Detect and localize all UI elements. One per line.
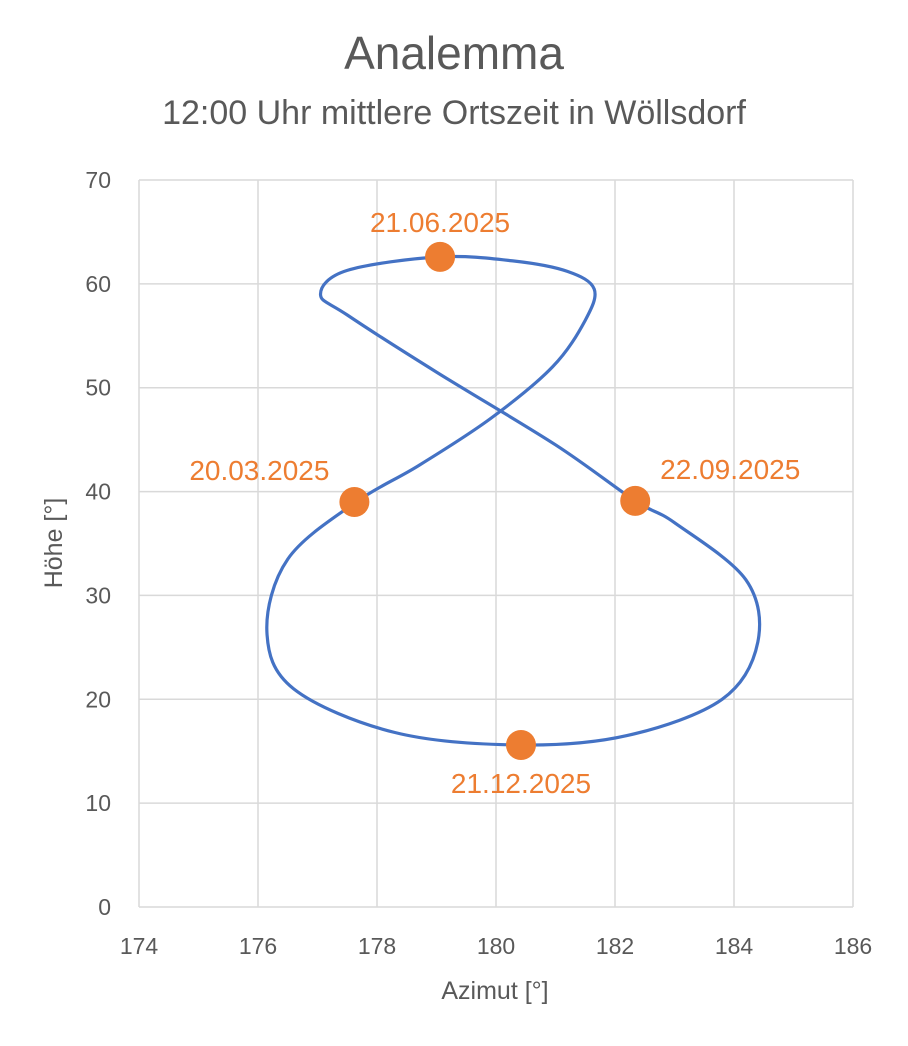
y-tick-labels: 0 10 20 30 40 50 60 70 — [85, 167, 111, 920]
y-tick-label: 40 — [85, 479, 111, 505]
y-tick-label: 0 — [98, 894, 111, 920]
x-tick-label: 186 — [834, 933, 872, 959]
date-labels: 21.06.2025 20.03.2025 22.09.2025 21.12.2025 — [189, 207, 800, 799]
y-tick-label: 70 — [85, 167, 111, 193]
grid-lines — [138, 179, 854, 908]
date-marker — [339, 486, 370, 517]
y-tick-label: 60 — [85, 271, 111, 297]
x-axis-title: Azimut [°] — [441, 977, 548, 1005]
date-label: 21.06.2025 — [370, 207, 510, 238]
x-tick-labels: 174 176 178 180 182 184 186 — [120, 933, 872, 959]
date-label: 21.12.2025 — [451, 768, 591, 799]
date-marker — [425, 241, 456, 272]
y-tick-label: 50 — [85, 375, 111, 401]
date-marker — [505, 729, 536, 760]
x-tick-label: 176 — [239, 933, 277, 959]
analemma-curve — [265, 254, 762, 747]
y-tick-label: 30 — [85, 582, 111, 608]
y-tick-label: 10 — [85, 790, 111, 816]
x-tick-label: 178 — [358, 933, 396, 959]
date-marker — [620, 485, 651, 516]
x-tick-label: 182 — [596, 933, 634, 959]
chart-title: Analemma — [344, 27, 564, 79]
chart-subtitle: 12:00 Uhr mittlere Ortszeit in Wöllsdorf — [162, 94, 746, 132]
y-axis-title: Höhe [°] — [40, 498, 68, 589]
date-label: 20.03.2025 — [189, 455, 329, 486]
date-label: 22.09.2025 — [660, 454, 800, 485]
date-markers — [339, 241, 651, 760]
y-tick-label: 20 — [85, 686, 111, 712]
x-tick-label: 180 — [477, 933, 515, 959]
x-tick-label: 174 — [120, 933, 159, 959]
x-tick-label: 184 — [715, 933, 754, 959]
